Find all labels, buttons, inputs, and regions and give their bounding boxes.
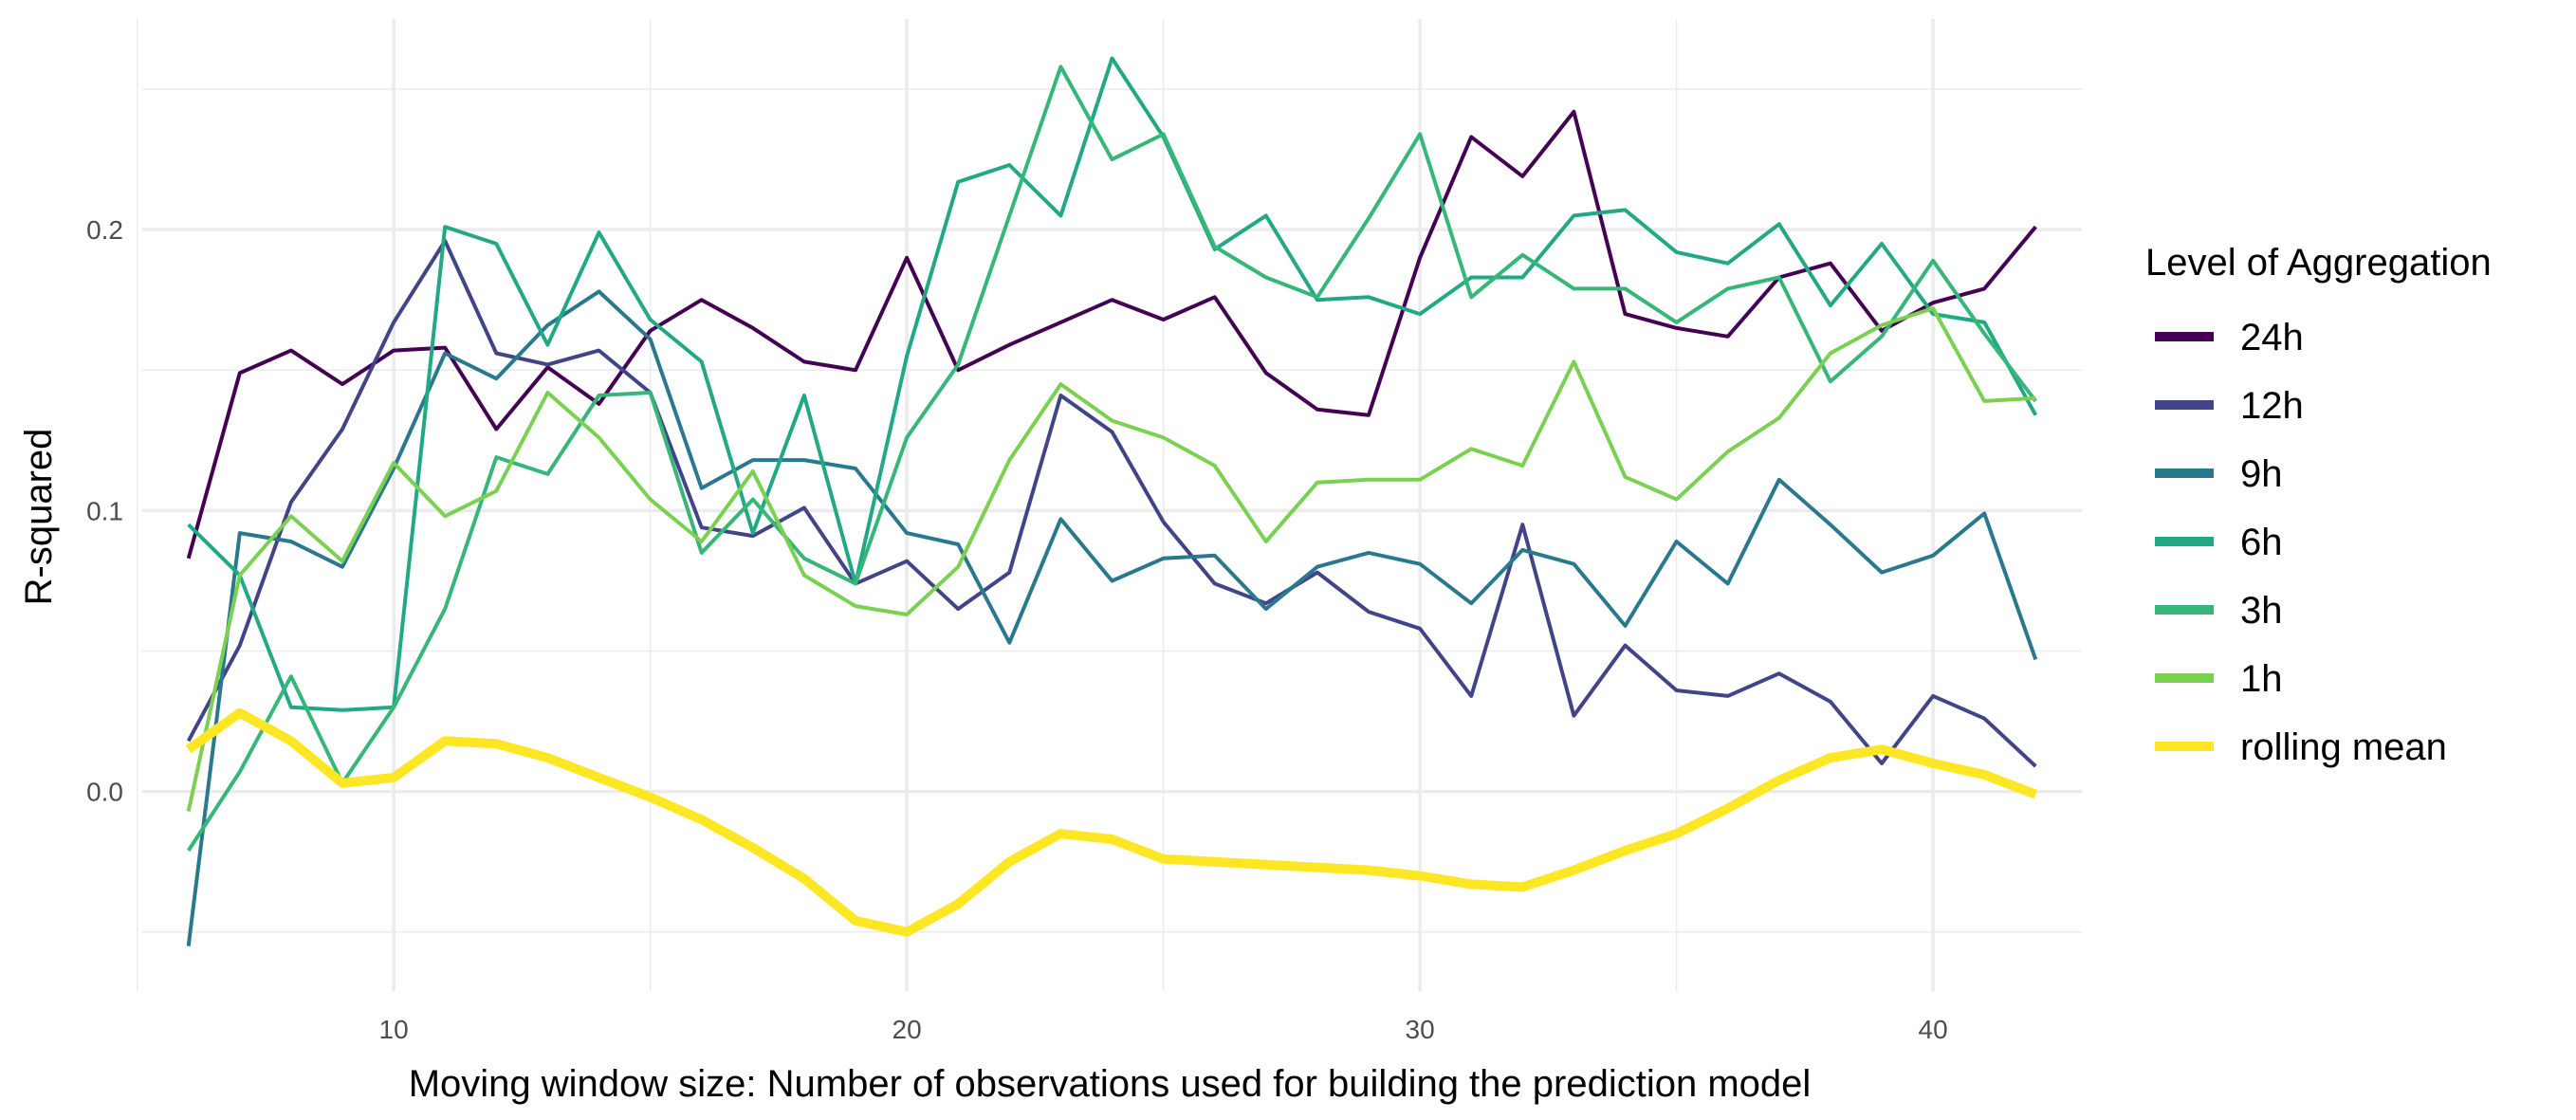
x-axis-title: Moving window size: Number of observatio… (409, 1063, 1812, 1105)
x-tick-label: 40 (1919, 1015, 1948, 1044)
series-line-3h (187, 64, 2037, 852)
legend-item: 6h (2155, 522, 2283, 563)
series-line-6h (187, 56, 2038, 712)
legend-item: 24h (2155, 317, 2304, 358)
y-tick-label: 0.1 (86, 496, 123, 525)
series-line-1h (186, 306, 2036, 812)
legend-label: 12h (2240, 385, 2304, 427)
legend-title: Level of Aggregation (2145, 242, 2492, 284)
x-axis-tick-labels: 10 20 30 40 (379, 1015, 1948, 1044)
legend-item: 9h (2155, 453, 2283, 495)
y-axis-tick-labels: 0.0 0.1 0.2 (86, 215, 123, 806)
legend: Level of Aggregation 24h 12h 9h 6h 3h 1h rolli… (2145, 242, 2492, 768)
x-tick-label: 10 (379, 1015, 409, 1044)
x-tick-label: 30 (1406, 1015, 1435, 1044)
y-tick-label: 0.0 (86, 778, 123, 807)
legend-label: 6h (2240, 522, 2283, 563)
y-axis-title: R-squared (18, 429, 60, 606)
minor-gridlines (136, 19, 2082, 991)
series-line-9h (186, 289, 2038, 946)
legend-item: 1h (2155, 658, 2283, 700)
legend-label: 1h (2240, 658, 2283, 700)
legend-label: 24h (2240, 317, 2304, 358)
legend-label: 9h (2240, 453, 2283, 495)
legend-label: 3h (2240, 590, 2283, 632)
y-tick-label: 0.2 (86, 215, 123, 245)
series-lines (185, 56, 2038, 946)
series-line-12h (186, 239, 2037, 768)
legend-item: 3h (2155, 590, 2283, 632)
legend-label: rolling mean (2240, 726, 2447, 768)
legend-items: 24h 12h 9h 6h 3h 1h rolling mean (2155, 317, 2447, 768)
legend-item: rolling mean (2155, 726, 2447, 768)
series-line-rolling-mean (185, 707, 2038, 937)
legend-item: 12h (2155, 385, 2304, 427)
series-line-24h (186, 109, 2037, 560)
x-tick-label: 20 (892, 1015, 922, 1044)
